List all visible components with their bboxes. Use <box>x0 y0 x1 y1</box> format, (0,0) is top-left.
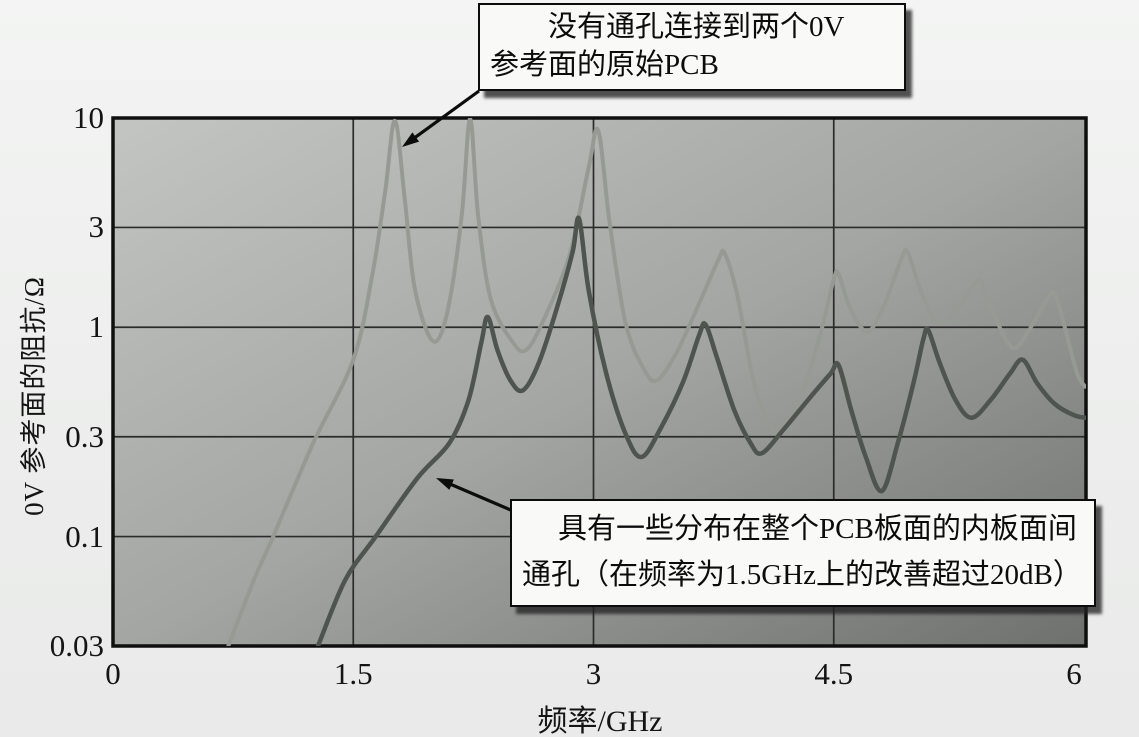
x-tick-label: 1.5 <box>333 656 373 691</box>
y-tick-label: 0.1 <box>65 518 104 554</box>
x-tick-label: 4.5 <box>814 656 854 691</box>
y-tick-label: 10 <box>73 100 104 135</box>
x-tick-label: 6 <box>1066 656 1082 691</box>
callout-with-vias-line2: 通孔（在频率为1.5GHz上的改善超过20dB） <box>522 559 1082 591</box>
x-tick-label: 0 <box>105 656 121 691</box>
callout-no-vias: 没有通孔连接到两个0V 参考面的原始PCB <box>478 3 906 91</box>
y-tick-label: 1 <box>88 309 105 345</box>
x-tick-label: 3 <box>585 656 602 691</box>
y-tick-label: 0.3 <box>65 418 104 454</box>
y-tick-label: 3 <box>88 209 105 245</box>
callout-with-vias: 具有一些分布在整个PCB板面的内板面间 通孔（在频率为1.5GHz上的改善超过2… <box>510 499 1096 607</box>
y-axis-title: 0V 参考面的阻抗/Ω <box>19 276 49 516</box>
callout-no-vias-line1: 没有通孔连接到两个0V <box>548 11 845 43</box>
callout-no-vias-line2: 参考面的原始PCB <box>490 49 719 81</box>
x-axis-title: 频率/GHz <box>537 705 663 737</box>
y-tick-label: 0.03 <box>49 628 104 663</box>
callout-with-vias-line1: 具有一些分布在整个PCB板面的内板面间 <box>558 513 1077 545</box>
